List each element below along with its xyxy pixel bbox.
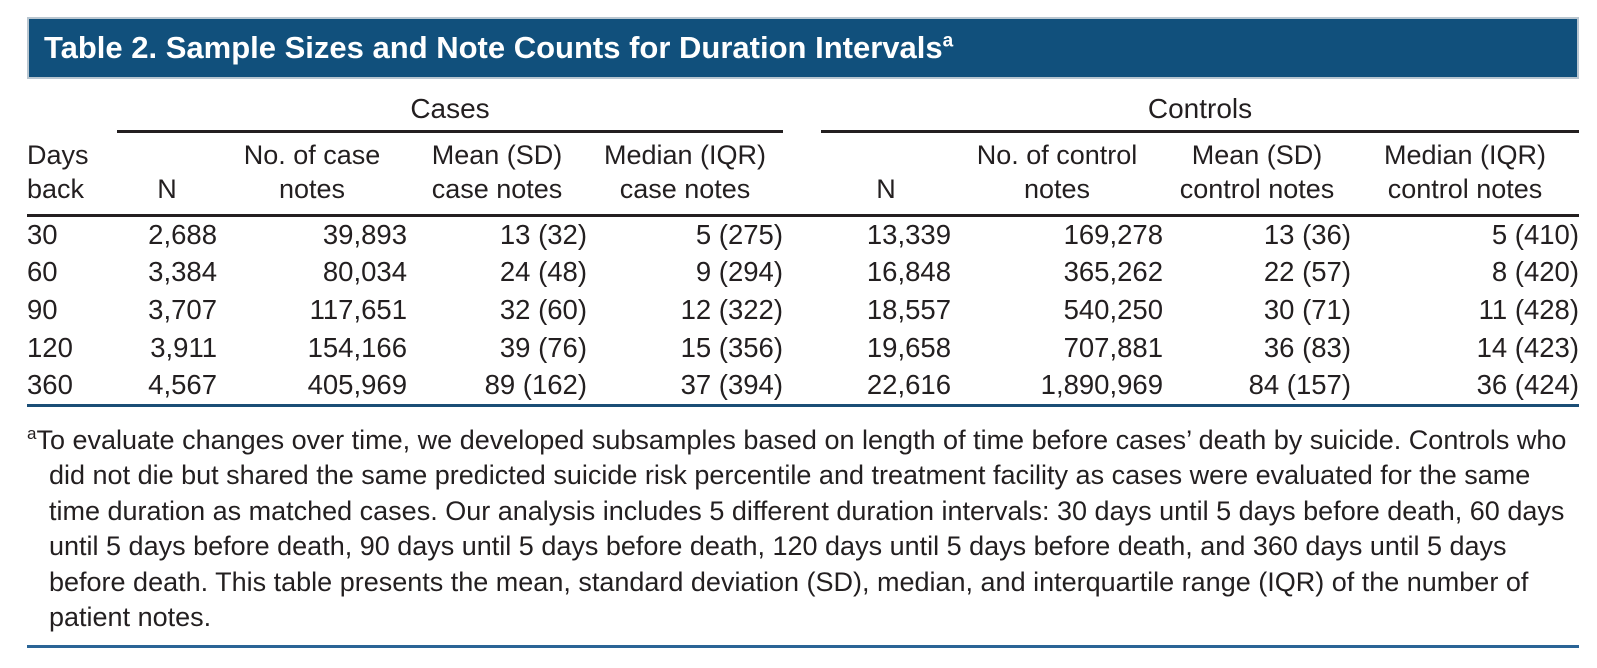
cell-controls-n: 16,848: [866, 256, 951, 287]
col-header-cases-n: N: [117, 131, 217, 217]
cell-cases-notes: 117,651: [309, 294, 407, 325]
table-title-bar: Table 2. Sample Sizes and Note Counts fo…: [27, 17, 1579, 79]
cell-controls-median-iqr: 14 (423): [1476, 332, 1580, 363]
cell-cases-median-iqr: 5 (275): [695, 218, 783, 250]
group-header-row: Cases Controls: [27, 88, 1580, 133]
cell-days-back: 360: [27, 367, 117, 407]
cell-cases-notes: 80,034: [322, 256, 407, 287]
cell-cases-mean-sd: 13 (32): [499, 218, 587, 250]
cell-controls-median-iqr: 8 (420): [1491, 256, 1580, 287]
col-header-cases-notes: No. of case notes: [217, 131, 407, 217]
cell-days-back: 120: [27, 332, 73, 363]
cell-controls-notes: 707,881: [1063, 332, 1163, 363]
group-header-controls: Controls: [821, 88, 1580, 133]
cell-cases-n: 3,707: [148, 294, 217, 325]
cell-cases-n: 4,567: [117, 367, 217, 407]
cell-controls-mean-sd: 13 (36): [1263, 218, 1351, 250]
cell-controls-n: 22,616: [821, 367, 951, 407]
cell-cases-notes: 39,893: [322, 218, 407, 250]
cell-controls-mean-sd: 22 (57): [1263, 256, 1351, 287]
cell-cases-median-iqr: 15 (356): [680, 332, 783, 363]
group-gap: [783, 367, 821, 407]
table-row: 90 3,707 117,651 32 (60) 12 (322) 18,557…: [27, 291, 1579, 329]
col-header-cases-mean-sd: Mean (SD) case notes: [407, 131, 587, 217]
cell-days-back: 90: [27, 294, 58, 325]
group-gap: [783, 88, 821, 131]
col-header-days-back: Days back: [27, 131, 117, 217]
cell-days-back: 30: [27, 218, 58, 250]
table-2-figure: Table 2. Sample Sizes and Note Counts fo…: [27, 17, 1580, 648]
cell-controls-n: 13,339: [866, 218, 951, 250]
column-header-row: Days back N No. of case notes Mean (SD) …: [27, 131, 1580, 217]
col-header-cases-median-iqr: Median (IQR) case notes: [587, 131, 783, 217]
footnote: aTo evaluate changes over time, we devel…: [27, 416, 1579, 636]
table-title-text: Table 2. Sample Sizes and Note Counts fo…: [44, 30, 943, 65]
table-row: 60 3,384 80,034 24 (48) 9 (294) 16,848 3…: [27, 253, 1579, 291]
table-row: 30 2,688 39,893 13 (32) 5 (275) 13,339 1…: [27, 215, 1579, 253]
cell-controls-notes: 365,262: [1063, 256, 1163, 287]
cell-cases-mean-sd: 89 (162): [407, 367, 587, 407]
cell-controls-median-iqr: 11 (428): [1478, 294, 1580, 325]
cell-cases-mean-sd: 32 (60): [499, 294, 587, 325]
group-header-cases: Cases: [117, 88, 783, 133]
cell-cases-median-iqr: 9 (294): [695, 256, 783, 287]
sample-sizes-table: Cases Controls Days back N No. of case n…: [27, 88, 1580, 407]
cell-controls-n: 18,557: [866, 294, 951, 325]
cell-cases-mean-sd: 39 (76): [499, 332, 587, 363]
cell-controls-notes: 540,250: [1063, 294, 1163, 325]
table-title: Table 2. Sample Sizes and Note Counts fo…: [44, 30, 953, 66]
cell-controls-notes: 1,890,969: [951, 367, 1163, 407]
table-title-footnote-marker: a: [942, 30, 954, 52]
cell-cases-n: 3,384: [148, 256, 217, 287]
cell-controls-median-iqr: 36 (424): [1351, 367, 1580, 407]
cell-cases-n: 3,911: [150, 332, 217, 363]
cell-controls-median-iqr: 5 (410): [1491, 218, 1580, 250]
footnote-marker: a: [27, 423, 37, 443]
group-gap: [783, 329, 821, 367]
cell-cases-notes: 154,166: [307, 332, 407, 363]
group-gap: [783, 131, 821, 217]
cell-cases-n: 2,688: [148, 218, 217, 250]
col-header-controls-notes: No. of control notes: [951, 131, 1163, 217]
col-header-controls-median-iqr: Median (IQR) control notes: [1351, 131, 1580, 217]
group-gap: [783, 291, 821, 329]
cell-cases-mean-sd: 24 (48): [499, 256, 587, 287]
bottom-rule: [27, 644, 1579, 648]
cell-cases-median-iqr: 12 (322): [680, 294, 783, 325]
cell-cases-notes: 405,969: [217, 367, 407, 407]
cell-controls-mean-sd: 84 (157): [1163, 367, 1351, 407]
spacer-cell: [27, 88, 117, 131]
group-gap: [783, 253, 821, 291]
col-header-controls-mean-sd: Mean (SD) control notes: [1163, 131, 1351, 217]
cell-controls-notes: 169,278: [1063, 218, 1163, 250]
cell-controls-mean-sd: 36 (83): [1263, 332, 1351, 363]
cell-days-back: 60: [27, 256, 58, 287]
cell-controls-n: 19,658: [866, 332, 951, 363]
col-header-controls-n: N: [821, 131, 951, 217]
cell-controls-mean-sd: 30 (71): [1263, 294, 1351, 325]
footnote-text: To evaluate changes over time, we develo…: [36, 424, 1567, 633]
table-row: 360 4,567 405,969 89 (162) 37 (394) 22,6…: [27, 367, 1580, 407]
table-row: 120 3,911 154,166 39 (76) 15 (356) 19,65…: [27, 329, 1579, 367]
cell-cases-median-iqr: 37 (394): [587, 367, 783, 407]
group-gap: [783, 215, 821, 253]
